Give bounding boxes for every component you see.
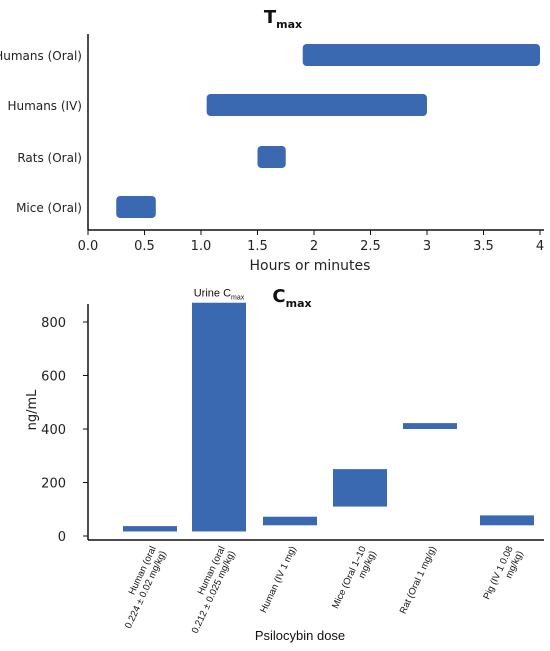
cmax-y-tick-label: 200 xyxy=(41,477,66,492)
tmax-category-labels: Humans (Oral) Humans (IV) Rats (Oral) Mice … xyxy=(0,49,82,215)
tmax-category-label: Mice (Oral) xyxy=(16,201,82,215)
tmax-x-ticks: 0.0 0.5 1.0 1.5 2 2.5 3 3.5 4 xyxy=(78,230,544,254)
cmax-x-axis-label: Psilocybin dose xyxy=(255,628,345,643)
cmax-title: Cmax xyxy=(272,286,311,310)
cmax-y-tick-label: 600 xyxy=(41,370,66,385)
cmax-category-label-line: Rat (Oral 1 mg/g) xyxy=(398,545,439,616)
cmax-y-tick-label: 800 xyxy=(41,316,66,331)
tmax-bar xyxy=(206,94,427,116)
cmax-bar xyxy=(123,526,177,532)
cmax-category-label-line: Human (IV 1 mg) xyxy=(258,545,299,615)
tmax-category-label: Humans (IV) xyxy=(8,99,82,113)
tmax-x-tick-label: 3 xyxy=(423,239,431,254)
cmax-bars xyxy=(123,302,534,532)
tmax-bars xyxy=(116,44,540,218)
urine-cmax-annotation-sub: max xyxy=(231,295,245,302)
tmax-bar xyxy=(116,196,156,218)
tmax-x-tick-label: 2.5 xyxy=(360,239,381,254)
cmax-bar xyxy=(263,516,317,526)
cmax-y-ticks: 0 200 400 600 800 xyxy=(41,316,88,545)
tmax-x-tick-label: 0.5 xyxy=(134,239,155,254)
tmax-x-tick-label: 0.0 xyxy=(78,239,99,254)
cmax-y-tick-label: 0 xyxy=(58,530,66,545)
tmax-title-sub: max xyxy=(276,18,302,31)
tmax-chart: Tmax Humans (Oral) Humans (IV) Rats (Oral)… xyxy=(0,7,544,274)
cmax-title-main: C xyxy=(272,286,285,307)
cmax-bar xyxy=(192,302,246,532)
tmax-x-axis-label: Hours or minutes xyxy=(250,258,371,274)
tmax-category-label: Rats (Oral) xyxy=(17,151,82,165)
tmax-title-main: T xyxy=(264,7,277,28)
cmax-bar xyxy=(480,515,534,526)
tmax-title: Tmax xyxy=(264,7,302,31)
cmax-title-sub: max xyxy=(286,297,312,310)
tmax-x-tick-label: 3.5 xyxy=(473,239,494,254)
cmax-category-label: Rat (Oral 1 mg/g) xyxy=(398,545,439,616)
tmax-x-tick-label: 2 xyxy=(310,239,318,254)
tmax-x-tick-label: 1.5 xyxy=(247,239,268,254)
cmax-bar xyxy=(403,423,457,429)
tmax-bar xyxy=(257,146,286,168)
tmax-category-label: Humans (Oral) xyxy=(0,49,82,63)
tmax-x-tick-label: 4 xyxy=(536,239,544,254)
urine-cmax-annotation: Urine Cmax xyxy=(194,288,245,302)
cmax-bar xyxy=(333,469,387,507)
cmax-y-axis-label: ng/mL xyxy=(25,389,40,431)
cmax-y-tick-label: 400 xyxy=(41,423,66,438)
tmax-bar xyxy=(302,44,540,66)
tmax-x-tick-label: 1.0 xyxy=(191,239,212,254)
cmax-category-label: Human (IV 1 mg) xyxy=(258,545,299,615)
urine-cmax-annotation-main: Urine C xyxy=(194,288,231,300)
